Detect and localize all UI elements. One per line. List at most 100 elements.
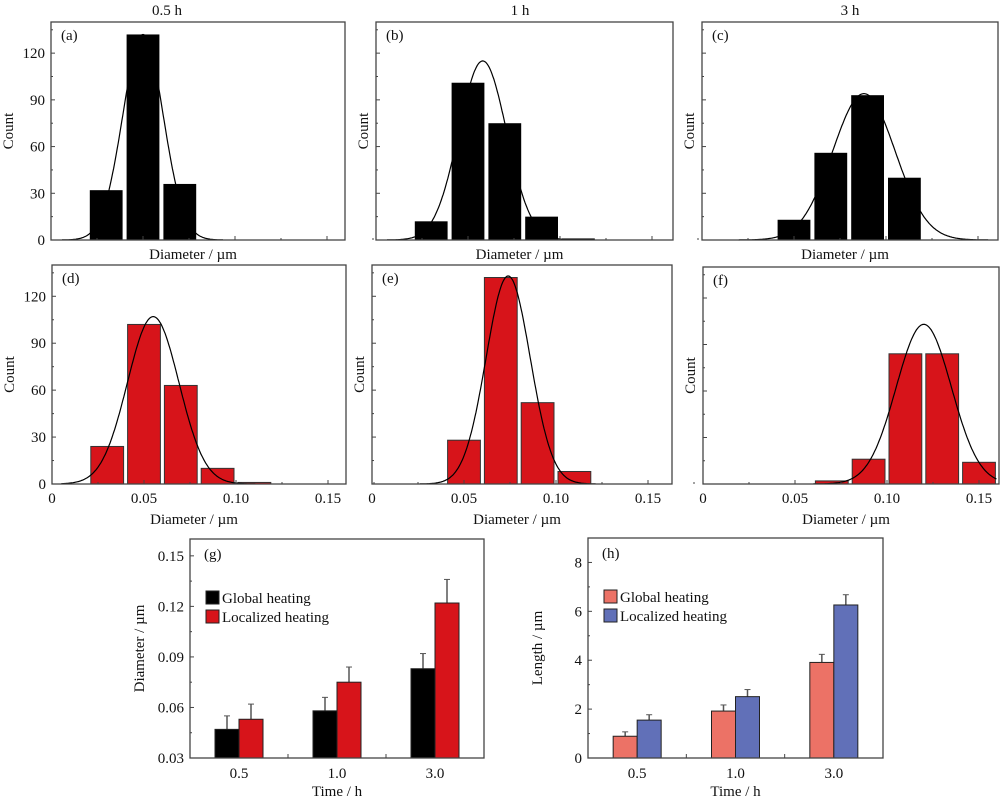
y-tick-label: 90 [31,336,46,352]
y-axis-label: Count [1,112,17,150]
histogram-bar [888,353,923,485]
legend-swatch [205,609,220,624]
x-tick-label: 0.10 [543,491,569,507]
histogram-bar [451,82,485,240]
x-axis-label: Diameter / µm [801,247,889,263]
y-tick-label: 0 [575,751,583,767]
y-axis-label: Count [682,112,698,150]
panel-label: (d) [62,271,80,287]
histogram-bar [925,353,960,485]
panel-label: (h) [602,546,620,562]
x-axis-label: Diameter / µm [476,247,564,263]
y-tick-label: 120 [24,289,47,305]
x-tick-label: 0.05 [451,491,477,507]
legend-label: Global heating [620,590,709,606]
legend-swatch [205,590,220,605]
x-tick-label: 1.0 [328,766,347,782]
y-tick-label: 0.12 [158,599,184,615]
y-tick-label: 0.06 [158,700,185,716]
legend-label: Global heating [222,591,311,607]
bar-localized-heating [735,696,760,759]
gaussian-fit-curve [738,92,989,241]
histogram-bar [90,445,125,485]
panel-label: (e) [382,271,399,287]
y-axis-label: Length / µm [530,610,546,685]
bar-global-heating [410,668,436,759]
y-tick-label: 0.15 [158,549,184,565]
gaussian-fit-curve [61,315,256,485]
bar-localized-heating [636,719,662,759]
x-tick-label: 0 [699,491,707,507]
histogram-bar [483,277,518,485]
histogram-bar [777,219,811,240]
y-axis-label: Count [683,356,699,394]
y-tick-label: 30 [30,186,45,202]
histogram-bar [126,34,160,241]
histogram-bar [488,123,522,240]
column-title: 1 h [511,3,530,19]
x-tick-label: 0.15 [966,491,992,507]
x-tick-label: 0 [368,491,376,507]
panel-h: 0.5 1.0 3.0 0 2 4 6 8 (h) Time / h Length / µm Glob… [530,537,884,798]
y-axis-label: Count [352,355,368,393]
y-tick-label: 90 [30,93,45,109]
panel-d: 0 30 60 90 120 0 0.05 0.10 0.15 (d) Diameter / µm C… [2,264,375,528]
column-title: 0.5 h [152,3,183,19]
x-tick-label: 3.0 [426,766,445,782]
legend-label: Localized heating [222,610,330,626]
panel-label: (a) [61,28,78,44]
y-tick-label: 0.03 [158,751,184,767]
y-tick-label: 0 [38,233,46,249]
x-tick-label: 1.0 [726,766,745,782]
y-tick-label: 0 [39,477,47,493]
panel-b: (b) Diameter / µm Count [356,21,699,263]
histogram-bar [89,190,123,240]
histogram-bar [163,183,197,240]
gaussian-fit-curve [419,275,596,485]
x-tick-label: 0 [48,491,56,507]
bar-global-heating [214,728,240,759]
bar-global-heating [312,710,338,759]
y-tick-label: 0.09 [158,650,184,666]
bar-global-heating [612,735,638,759]
y-axis-label: Diameter / µm [132,604,148,692]
x-tick-label: 0.05 [131,491,157,507]
panel-label: (f) [713,273,728,289]
bar-localized-heating [238,718,264,759]
column-title: 3 h [841,3,860,19]
bar-localized-heating [336,681,362,759]
plot-frame [702,266,1000,485]
y-tick-label: 120 [23,46,46,62]
histogram-bar [520,402,555,485]
bar-global-heating [711,710,736,759]
histogram-bar [562,238,595,240]
y-axis-label: Count [356,112,372,150]
histogram-bar [851,95,884,240]
x-tick-label: 0.10 [223,491,249,507]
gaussian-fit-curve [62,33,223,241]
panel-label: (g) [204,547,222,563]
y-tick-label: 30 [31,430,46,446]
y-axis-label: Count [2,355,18,393]
legend-label: Localized heating [620,609,728,625]
bar-localized-heating [833,604,859,759]
panel-label: (c) [712,28,729,44]
histogram-bar [414,221,448,240]
gaussian-fit-curve [813,323,997,485]
y-tick-label: 8 [575,555,583,571]
legend: Global heating Localized heating [205,590,330,626]
histogram-bar [888,177,921,240]
x-tick-label: 0.15 [635,491,661,507]
bar-global-heating [809,661,835,759]
y-tick-label: 60 [30,140,45,156]
x-axis-label: Diameter / µm [150,512,238,528]
x-tick-label: 3.0 [824,766,843,782]
panel-g: 0.5 1.0 3.0 0.03 0.06 0.09 0.12 0.15 (g) Time / h… [132,538,485,798]
panel-e: 0 0.05 0.10 0.15 (e) Diameter / µm Count [352,264,695,528]
gaussian-fit-curve [387,60,578,241]
y-tick-label: 2 [575,702,583,718]
legend-swatch [603,608,618,623]
x-axis-label: Time / h [312,784,363,798]
plot-frame [189,538,485,759]
